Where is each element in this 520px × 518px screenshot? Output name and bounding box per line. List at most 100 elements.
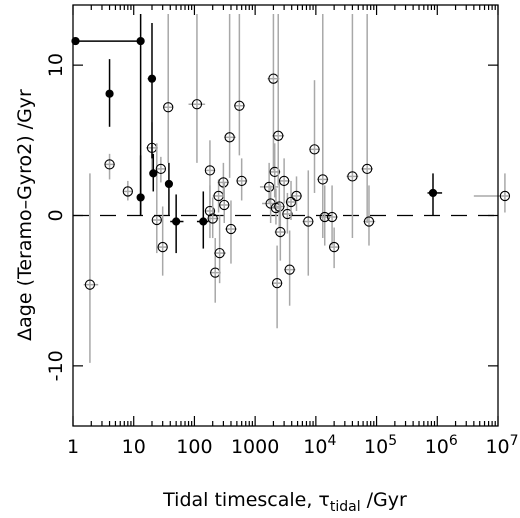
- point-marker: [303, 216, 314, 227]
- point-marker: [224, 132, 235, 143]
- point-marker: [199, 217, 208, 226]
- data-point-open: [285, 180, 297, 221]
- data-point-open: [278, 158, 290, 204]
- point-marker: [428, 188, 438, 198]
- point-marker: [234, 100, 245, 111]
- point-marker: [328, 241, 340, 253]
- data-point-open: [309, 80, 320, 193]
- data-point-open: [151, 143, 162, 254]
- data-point-open: [207, 197, 219, 239]
- point-marker: [326, 211, 338, 223]
- point-marker: [218, 177, 229, 188]
- point-marker: [157, 241, 168, 253]
- point-marker: [362, 163, 373, 175]
- y-tick-label: -10: [45, 350, 67, 381]
- data-point-open: [473, 173, 511, 213]
- data-point-open: [291, 176, 302, 211]
- data-point-filled: [105, 59, 114, 127]
- data-point-open: [163, 14, 174, 163]
- point-marker: [151, 214, 162, 226]
- point-marker: [147, 74, 157, 83]
- data-point-open: [236, 158, 248, 201]
- x-tick-label: 10: [122, 436, 146, 458]
- point-marker: [71, 36, 80, 46]
- data-point-filled: [149, 153, 158, 192]
- point-marker: [347, 171, 358, 182]
- data-point-open: [212, 179, 225, 213]
- data-point-open: [234, 14, 245, 156]
- point-marker: [263, 181, 275, 193]
- data-point-open: [302, 170, 314, 276]
- point-marker: [163, 102, 174, 113]
- point-marker: [236, 175, 247, 187]
- point-marker: [363, 216, 375, 227]
- data-point-open: [317, 14, 329, 239]
- data-point-filled: [147, 23, 157, 159]
- point-marker: [155, 163, 167, 175]
- data-point-filled: [427, 173, 443, 216]
- data-point-open: [218, 182, 230, 224]
- data-point-open: [155, 156, 167, 183]
- data-point-open: [225, 200, 237, 264]
- point-marker: [219, 199, 230, 211]
- point-marker: [269, 166, 280, 178]
- x-tick-label: 107: [485, 433, 518, 458]
- point-marker: [149, 169, 158, 178]
- point-marker: [105, 89, 114, 98]
- data-point-open: [157, 206, 168, 276]
- y-tick-label: 0: [45, 209, 67, 221]
- data-point-open: [274, 203, 286, 261]
- data-point-open: [273, 180, 285, 228]
- data-point-open: [104, 153, 115, 180]
- data-point-open: [224, 14, 236, 178]
- x-axis-label: Tidal timescale, τtidal /Gyr: [162, 489, 407, 515]
- point-marker: [271, 278, 283, 289]
- data-point-filled: [136, 155, 145, 216]
- point-marker: [225, 223, 237, 235]
- data-point-open: [188, 14, 206, 163]
- point-marker: [136, 193, 145, 202]
- x-tick-label: 104: [303, 433, 336, 458]
- point-marker: [122, 186, 133, 197]
- point-marker: [204, 165, 216, 176]
- point-marker: [214, 247, 225, 259]
- data-point-open: [213, 215, 226, 284]
- point-marker: [204, 205, 216, 217]
- data-layer: [71, 14, 511, 363]
- data-point-filled: [196, 191, 209, 249]
- data-point-open: [204, 185, 216, 239]
- point-marker: [499, 190, 511, 202]
- point-marker: [104, 159, 115, 170]
- x-tick-label: 100: [176, 436, 212, 458]
- point-marker: [275, 226, 286, 238]
- point-marker: [291, 190, 302, 202]
- y-axis-label: Δage (Teramo–Gyro2) /Gyr: [14, 89, 36, 341]
- x-tick-label: 105: [364, 433, 397, 458]
- y-tick-label: 10: [45, 53, 67, 77]
- point-marker: [278, 175, 290, 187]
- data-point-open: [271, 245, 283, 329]
- data-point-filled: [164, 162, 174, 216]
- x-tick-label: 106: [425, 433, 458, 458]
- plot-frame: [72, 4, 499, 427]
- data-point-open: [272, 14, 285, 186]
- data-point-open: [122, 180, 133, 201]
- data-point-open: [262, 185, 280, 224]
- point-marker: [84, 279, 96, 290]
- data-point-filled: [170, 194, 184, 254]
- point-marker: [172, 217, 181, 226]
- point-marker: [191, 99, 203, 110]
- data-point-open: [328, 227, 340, 269]
- data-point-open: [361, 14, 373, 224]
- point-marker: [317, 174, 328, 185]
- data-point-filled: [71, 36, 141, 46]
- x-tick-label: 1: [67, 436, 79, 458]
- point-marker: [285, 196, 297, 208]
- axis-ticks: 1 10 100 1000 104 105 106 107 -10 0 10: [45, 5, 519, 458]
- data-point-open: [284, 230, 296, 306]
- data-point-open: [83, 173, 99, 363]
- point-marker: [284, 264, 295, 275]
- data-point-open: [326, 185, 338, 246]
- data-point-open: [217, 162, 229, 198]
